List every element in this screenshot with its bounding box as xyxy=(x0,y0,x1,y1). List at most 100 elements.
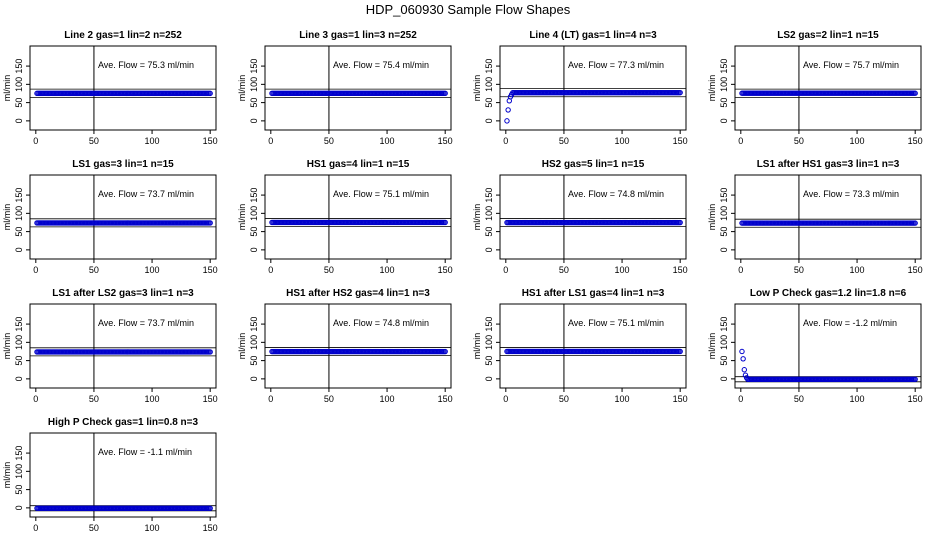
y-tick-label: 100 xyxy=(249,335,259,350)
y-axis-label: ml/min xyxy=(472,333,482,360)
x-tick-label: 50 xyxy=(89,136,99,146)
y-tick-label: 50 xyxy=(249,227,259,237)
y-tick-label: 0 xyxy=(249,247,259,252)
y-tick-label: 50 xyxy=(484,98,494,108)
x-tick-label: 50 xyxy=(324,394,334,404)
x-tick-label: 50 xyxy=(324,265,334,275)
y-tick-label: 0 xyxy=(14,118,24,123)
panel-2: Line 3 gas=1 lin=3 n=252 Ave. Flow = 75.4… xyxy=(237,30,453,146)
data-point xyxy=(207,90,213,97)
y-tick-label: 50 xyxy=(719,227,729,237)
data-points xyxy=(269,219,448,226)
y-tick-label: 150 xyxy=(249,59,259,74)
panel-7: HS2 gas=5 lin=1 n=15 Ave. Flow = 74.8 ml/… xyxy=(472,159,688,275)
y-tick-label: 100 xyxy=(719,206,729,221)
data-point xyxy=(504,118,510,124)
x-tick-label: 0 xyxy=(268,265,273,275)
panel-title: Line 4 (LT) gas=1 lin=4 n=3 xyxy=(529,30,657,41)
main-title: HDP_060930 Sample Flow Shapes xyxy=(366,2,571,17)
data-points xyxy=(269,348,448,355)
x-tick-label: 0 xyxy=(738,394,743,404)
x-tick-label: 50 xyxy=(559,394,569,404)
x-tick-label: 150 xyxy=(673,394,688,404)
y-tick-label: 0 xyxy=(719,118,729,123)
x-tick-label: 150 xyxy=(908,265,923,275)
x-tick-label: 0 xyxy=(503,136,508,146)
x-tick-label: 0 xyxy=(503,265,508,275)
data-points xyxy=(34,349,213,355)
panel-title: LS1 gas=3 lin=1 n=15 xyxy=(72,159,174,170)
panel-title: HS2 gas=5 lin=1 n=15 xyxy=(542,159,645,170)
y-axis-label: ml/min xyxy=(237,75,247,102)
data-point xyxy=(207,505,213,511)
x-tick-label: 150 xyxy=(908,136,923,146)
average-flow-annotation: Ave. Flow = 75.1 ml/min xyxy=(568,318,664,328)
panel-8: LS1 after HS1 gas=3 lin=1 n=3 Ave. Flow =… xyxy=(707,159,923,275)
y-axis-label: ml/min xyxy=(2,333,12,360)
plot-frame xyxy=(29,174,217,260)
x-tick-label: 150 xyxy=(673,136,688,146)
y-tick-label: 100 xyxy=(719,335,729,350)
y-tick-label: 0 xyxy=(719,247,729,252)
data-point xyxy=(741,367,747,373)
plot-frame xyxy=(734,303,922,389)
y-tick-label: 100 xyxy=(484,335,494,350)
panel-10: HS1 after HS2 gas=4 lin=1 n=3 Ave. Flow =… xyxy=(237,288,453,404)
y-tick-label: 100 xyxy=(14,77,24,92)
average-flow-annotation: Ave. Flow = 73.7 ml/min xyxy=(98,318,194,328)
y-tick-label: 150 xyxy=(249,317,259,332)
y-tick-label: 0 xyxy=(14,505,24,510)
plot-frame xyxy=(29,303,217,389)
data-point xyxy=(677,348,683,355)
plot-frame xyxy=(734,174,922,260)
panel-9: LS1 after LS2 gas=3 lin=1 n=3 Ave. Flow =… xyxy=(2,288,218,404)
panel-title: LS2 gas=2 lin=1 n=15 xyxy=(777,30,879,41)
data-points xyxy=(504,219,683,226)
data-points xyxy=(34,505,213,511)
panel-title: Line 3 gas=1 lin=3 n=252 xyxy=(299,30,417,41)
x-tick-label: 50 xyxy=(559,136,569,146)
x-tick-label: 0 xyxy=(33,394,38,404)
panel-title: LS1 after LS2 gas=3 lin=1 n=3 xyxy=(52,288,194,299)
y-tick-label: 50 xyxy=(719,98,729,108)
y-tick-label: 0 xyxy=(719,376,729,381)
plot-frame xyxy=(29,45,217,131)
data-point xyxy=(912,90,918,96)
plot-frame xyxy=(499,303,687,389)
y-tick-label: 0 xyxy=(484,376,494,381)
average-flow-annotation: Ave. Flow = 73.7 ml/min xyxy=(98,189,194,199)
y-tick-label: 100 xyxy=(14,335,24,350)
y-tick-label: 150 xyxy=(14,317,24,332)
x-tick-label: 50 xyxy=(89,265,99,275)
data-points xyxy=(34,220,213,226)
panel-title: HS1 gas=4 lin=1 n=15 xyxy=(307,159,410,170)
data-point xyxy=(442,219,448,226)
panel-title: Low P Check gas=1.2 lin=1.8 n=6 xyxy=(750,288,907,299)
data-points xyxy=(269,90,448,97)
y-tick-label: 50 xyxy=(14,485,24,495)
y-tick-label: 150 xyxy=(719,59,729,74)
plot-frame xyxy=(499,174,687,260)
x-tick-label: 50 xyxy=(794,394,804,404)
y-tick-label: 100 xyxy=(719,77,729,92)
data-points xyxy=(34,90,213,97)
x-tick-label: 50 xyxy=(89,523,99,533)
y-tick-label: 50 xyxy=(719,356,729,366)
x-tick-label: 0 xyxy=(33,523,38,533)
average-flow-annotation: Ave. Flow = -1.1 ml/min xyxy=(98,447,192,457)
panel-4: LS2 gas=2 lin=1 n=15 Ave. Flow = 75.7 ml/… xyxy=(707,30,923,146)
average-flow-annotation: Ave. Flow = -1.2 ml/min xyxy=(803,318,897,328)
y-axis-label: ml/min xyxy=(2,462,12,489)
y-axis-label: ml/min xyxy=(472,75,482,102)
panel-title: HS1 after HS2 gas=4 lin=1 n=3 xyxy=(286,288,430,299)
y-tick-label: 150 xyxy=(14,59,24,74)
x-tick-label: 0 xyxy=(33,265,38,275)
plot-frame xyxy=(734,45,922,131)
x-tick-label: 50 xyxy=(324,136,334,146)
panels: Line 2 gas=1 lin=2 n=252 Ave. Flow = 75.3… xyxy=(2,30,923,533)
x-tick-label: 100 xyxy=(850,265,865,275)
y-tick-label: 50 xyxy=(14,356,24,366)
y-tick-label: 50 xyxy=(484,356,494,366)
average-flow-annotation: Ave. Flow = 73.3 ml/min xyxy=(803,189,899,199)
x-tick-label: 150 xyxy=(203,394,218,404)
